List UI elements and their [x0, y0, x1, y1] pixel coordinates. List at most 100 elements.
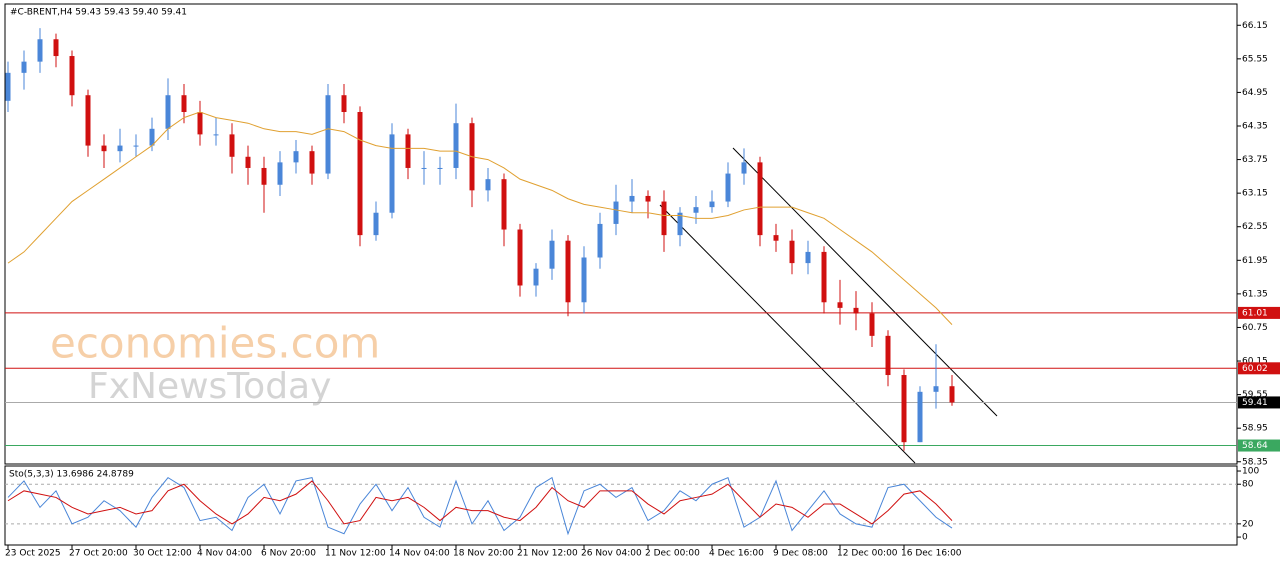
- candle-body: [261, 167, 267, 185]
- y-tick-label: 60.15: [1242, 357, 1268, 367]
- candle-body: [629, 195, 635, 202]
- candle-body: [661, 201, 667, 236]
- candle-body: [949, 386, 955, 403]
- watermark: FxNewsToday: [88, 366, 331, 407]
- main-pane: [4, 3, 1238, 465]
- watermark: economies.com: [50, 319, 380, 368]
- candle-body: [421, 167, 427, 169]
- stoch-d-line: [7, 480, 953, 525]
- y-tick-label: 66.15: [1242, 21, 1268, 31]
- level-tag: [1238, 439, 1280, 452]
- y-tick-label: 63.75: [1242, 155, 1268, 165]
- candle-body: [741, 162, 747, 174]
- candle-body: [901, 375, 907, 443]
- candle-body: [85, 95, 91, 146]
- y-tick-label: 61.95: [1242, 256, 1268, 266]
- level-label: 58.64: [1242, 441, 1268, 451]
- y-tick-label: 63.15: [1242, 189, 1268, 199]
- channel-line: [659, 204, 916, 464]
- candle-body: [245, 156, 251, 168]
- stoch-k-line: [7, 476, 953, 536]
- candle-body: [341, 95, 347, 113]
- candle-body: [869, 313, 875, 336]
- candle-body: [149, 128, 155, 146]
- candle-body: [693, 207, 699, 213]
- level-tag: [1238, 396, 1280, 409]
- x-tick-label: 12 Dec 00:00: [837, 549, 898, 559]
- candle-body: [533, 268, 539, 286]
- y-tick-label: 64.35: [1242, 121, 1268, 131]
- candle-body: [917, 391, 923, 443]
- x-tick-label: 21 Nov 12:00: [517, 549, 578, 559]
- candle-body: [309, 151, 315, 174]
- x-tick-label: 26 Nov 04:00: [581, 549, 642, 559]
- candle-body: [789, 240, 795, 264]
- candle-body: [389, 134, 395, 213]
- candle-body: [677, 212, 683, 236]
- candle-body: [581, 257, 587, 303]
- candle-body: [597, 223, 603, 258]
- x-tick-label: 14 Nov 04:00: [389, 549, 450, 559]
- candle-body: [485, 179, 491, 191]
- candle-body: [549, 240, 555, 269]
- channel-line: [732, 147, 998, 417]
- candle-body: [725, 173, 731, 202]
- candle-body: [709, 201, 715, 208]
- y-tick-label: 59.55: [1242, 390, 1268, 400]
- chart-title: #C-BRENT,H4 59.43 59.43 59.40 59.41: [10, 8, 187, 18]
- candle-body: [837, 302, 843, 308]
- candle-body: [437, 167, 443, 169]
- candle-body: [453, 123, 459, 168]
- candle-body: [805, 251, 811, 264]
- candle-body: [133, 145, 139, 147]
- candle-body: [325, 95, 331, 174]
- x-tick-label: 30 Oct 12:00: [133, 549, 192, 559]
- y-tick-label: 65.55: [1242, 54, 1268, 64]
- candle-body: [117, 145, 123, 152]
- candle-body: [853, 307, 859, 314]
- candle-body: [277, 162, 283, 185]
- x-tick-label: 2 Dec 00:00: [645, 549, 700, 559]
- candle-body: [501, 179, 507, 230]
- y-tick-label: 64.95: [1242, 88, 1268, 98]
- candle-body: [101, 145, 107, 152]
- candle-body: [5, 72, 11, 101]
- y-tick-label: 80: [1242, 480, 1254, 490]
- candle-body: [933, 386, 939, 392]
- x-tick-label: 11 Nov 12:00: [325, 549, 386, 559]
- level-label: 59.41: [1242, 398, 1268, 408]
- x-tick-label: 27 Oct 20:00: [69, 549, 128, 559]
- y-tick-label: 20: [1242, 519, 1254, 529]
- candle-body: [773, 235, 779, 241]
- candle-body: [357, 112, 363, 236]
- moving-average: [7, 111, 953, 326]
- oscillator-pane: [4, 465, 1238, 546]
- oscillator-label: Sto(5,3,3) 13.6986 24.8789: [9, 470, 134, 480]
- candle-body: [69, 56, 75, 96]
- candle-body: [757, 162, 763, 236]
- x-tick-label: 9 Dec 08:00: [773, 549, 828, 559]
- candle-body: [613, 201, 619, 224]
- y-tick-label: 62.55: [1242, 222, 1268, 232]
- candle-body: [37, 39, 43, 62]
- candle-body: [165, 95, 171, 129]
- candle-body: [405, 134, 411, 168]
- candle-body: [293, 151, 299, 163]
- candle-body: [21, 61, 27, 73]
- y-tick-label: 58.35: [1242, 457, 1268, 467]
- candle-body: [645, 195, 651, 202]
- y-tick-label: 0: [1242, 533, 1248, 543]
- level-tag: [1238, 306, 1280, 319]
- candle-body: [229, 134, 235, 157]
- candle-body: [821, 251, 827, 303]
- x-tick-label: 4 Nov 04:00: [197, 549, 252, 559]
- x-tick-label: 23 Oct 2025: [5, 549, 61, 559]
- level-label: 60.02: [1242, 364, 1268, 374]
- y-tick-label: 61.35: [1242, 289, 1268, 299]
- y-tick-label: 58.95: [1242, 424, 1268, 434]
- y-tick-label: 100: [1242, 467, 1259, 477]
- x-tick-label: 6 Nov 20:00: [261, 549, 316, 559]
- x-tick-label: 16 Dec 16:00: [901, 549, 962, 559]
- candle-body: [197, 112, 203, 135]
